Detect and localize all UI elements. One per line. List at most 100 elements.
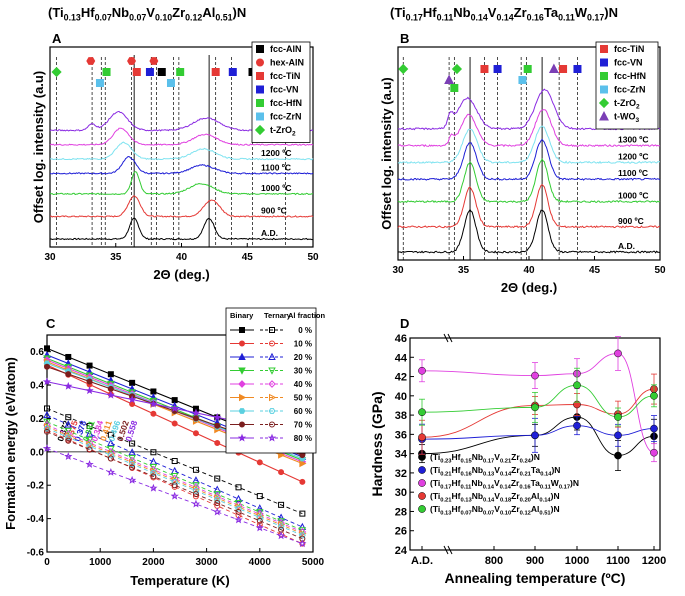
element-symbol: Al bbox=[202, 5, 215, 20]
trace-label: A.D. bbox=[618, 241, 635, 251]
ternary-point bbox=[235, 508, 242, 515]
subscript: 0.18 bbox=[500, 497, 512, 503]
binary-point bbox=[256, 459, 263, 466]
ternary-line bbox=[46, 421, 303, 531]
legend-marker bbox=[599, 111, 609, 121]
subscript: 2 bbox=[292, 131, 296, 138]
subscript: 0.11 bbox=[437, 13, 454, 23]
reference-marker bbox=[51, 66, 62, 78]
legend-label: 70 % bbox=[294, 421, 312, 430]
legend-label: fcc-HfN bbox=[614, 71, 646, 81]
xrd-panel-A: (Ti0.13Hf0.07Nb0.07V0.10Zr0.12Al0.51)NAA… bbox=[31, 5, 319, 282]
y-tick-label: 26 bbox=[395, 526, 407, 538]
legend-ternary-marker bbox=[269, 340, 275, 347]
trace-label: 900 ºC bbox=[261, 205, 287, 215]
trace-label: 1100 ºC bbox=[618, 168, 648, 178]
legend-header: Al fraction bbox=[288, 311, 326, 320]
legend-label: 10 % bbox=[294, 340, 312, 349]
binary-point bbox=[213, 413, 222, 421]
binary-point bbox=[107, 371, 114, 378]
legend-marker bbox=[256, 72, 264, 80]
binary-point bbox=[171, 420, 178, 427]
subscript: 0.17 bbox=[587, 13, 604, 23]
ternary-point bbox=[171, 458, 178, 465]
subscript: 0.17 bbox=[483, 458, 494, 464]
trace-label: A.D. bbox=[261, 228, 278, 238]
hardness-point bbox=[418, 433, 426, 442]
ternary-point bbox=[86, 446, 93, 453]
subscript: 0.24 bbox=[520, 458, 532, 464]
legend-marker bbox=[256, 85, 264, 94]
ternary-point bbox=[191, 499, 201, 508]
subscript: 0.14 bbox=[496, 13, 513, 23]
ternary-point bbox=[86, 443, 93, 450]
element-symbol: (Ti bbox=[48, 5, 64, 20]
x-tick-label: 1200 bbox=[642, 555, 666, 567]
x-tick-label: 50 bbox=[654, 265, 666, 276]
element-symbol: Hf bbox=[451, 465, 460, 475]
subscript: 0.07 bbox=[483, 510, 494, 516]
reference-marker bbox=[176, 68, 185, 76]
element-symbol: )N bbox=[551, 504, 560, 514]
x-tick-label: 35 bbox=[110, 252, 122, 263]
x-axis-title: Annealing temperature (ºC) bbox=[445, 570, 626, 586]
element-symbol: (Ti bbox=[430, 478, 440, 488]
legend-label: hex-AlN bbox=[270, 58, 304, 68]
legend-ternary-marker bbox=[268, 408, 276, 414]
binary-point bbox=[42, 377, 52, 386]
y-axis-title: Offset log. intensity (a.u) bbox=[31, 71, 46, 223]
xrd-trace bbox=[49, 195, 314, 218]
y-tick-label: 38 bbox=[395, 410, 407, 422]
y-tick-label: -0.2 bbox=[27, 481, 45, 492]
element-symbol: Zr bbox=[172, 5, 185, 20]
ternary-point bbox=[86, 440, 94, 449]
element-symbol: Hf bbox=[451, 491, 460, 501]
legend-label: fcc-VN bbox=[614, 58, 643, 68]
x-tick-label: A.D. bbox=[411, 555, 433, 567]
subscript: 0.16 bbox=[527, 13, 544, 23]
element-symbol: Hf bbox=[451, 452, 460, 462]
binary-point bbox=[44, 345, 50, 352]
x-tick-label: 45 bbox=[242, 252, 254, 263]
x-tick-label: 40 bbox=[523, 265, 535, 276]
ternary-point bbox=[42, 444, 52, 453]
element-symbol: )N bbox=[604, 5, 618, 20]
ternary-point bbox=[128, 454, 136, 463]
hardness-point bbox=[614, 431, 622, 440]
axis-break bbox=[443, 545, 449, 555]
legend-marker bbox=[418, 466, 426, 474]
ternary-point bbox=[64, 434, 72, 441]
hardness-point bbox=[573, 381, 581, 390]
binary-point bbox=[129, 379, 136, 386]
subscript: 2 bbox=[636, 104, 640, 111]
subscript: 0.14 bbox=[500, 484, 512, 490]
hardness-point bbox=[531, 371, 539, 380]
formation-energy-panel: C0.3720.3750.3780.3810.3840.4110.4960.50… bbox=[3, 307, 326, 588]
ternary-point bbox=[150, 449, 157, 456]
hardness-point bbox=[531, 431, 539, 440]
hardness-curve bbox=[421, 388, 655, 438]
reference-marker bbox=[444, 74, 455, 84]
reference-marker bbox=[451, 63, 463, 75]
reference-marker bbox=[102, 68, 111, 76]
ternary-point bbox=[213, 496, 221, 503]
element-symbol: Ta bbox=[531, 465, 541, 475]
legend-ternary-marker bbox=[268, 352, 276, 360]
panel-letter: D bbox=[400, 316, 409, 331]
legend-label: 50 % bbox=[294, 394, 312, 403]
hardness-point bbox=[531, 403, 539, 412]
trace-label: 1200 ºC bbox=[261, 148, 292, 158]
element-symbol: Nb bbox=[453, 5, 470, 20]
x-tick-label: 50 bbox=[307, 252, 319, 263]
y-tick-label: -0.6 bbox=[27, 548, 45, 559]
trace-label: 1000 ºC bbox=[618, 191, 649, 201]
xrd-trace bbox=[49, 127, 314, 146]
element-symbol: W bbox=[575, 5, 588, 20]
hardness-point bbox=[418, 408, 426, 417]
legend-label: (Ti0.21Hf0.13Nb0.14V0.18Zr0.20Al0.14)N bbox=[430, 491, 560, 503]
subscript: 0.16 bbox=[519, 484, 530, 490]
legend-marker bbox=[418, 492, 426, 500]
legend-ternary-marker bbox=[269, 393, 277, 402]
reference-marker bbox=[127, 57, 136, 65]
subscript: 0.17 bbox=[406, 13, 423, 23]
